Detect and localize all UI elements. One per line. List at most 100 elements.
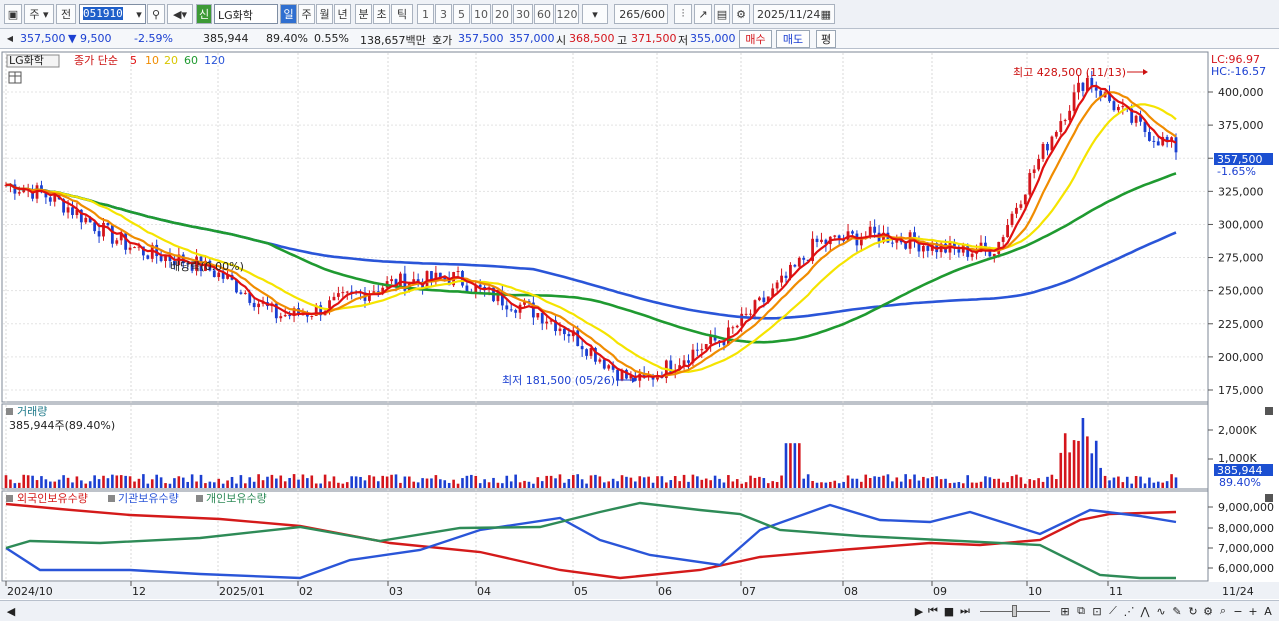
- stock-chart[interactable]: .t { font-family: "DejaVu Sans", sans-se…: [0, 50, 1279, 600]
- font-size-icon[interactable]: A: [1264, 604, 1272, 618]
- interval-60[interactable]: 60: [534, 4, 554, 24]
- prev-button[interactable]: 전: [56, 4, 76, 24]
- volume-bar: [718, 478, 721, 488]
- legend-stock-name[interactable]: LG화학: [9, 54, 44, 67]
- period-second[interactable]: 초: [373, 4, 390, 24]
- volume-title[interactable]: 거래량: [17, 405, 47, 418]
- date-field[interactable]: 2025/11/24 ▦: [753, 4, 835, 24]
- trendline-icon[interactable]: ⟋: [1109, 604, 1117, 617]
- volume-bar: [1063, 433, 1067, 488]
- interval-120[interactable]: 120: [555, 4, 579, 24]
- quote-toggle-icon[interactable]: ◀: [6, 33, 14, 43]
- wave-icon[interactable]: ∿: [1156, 604, 1166, 618]
- fibo-icon[interactable]: ⋰: [1123, 604, 1135, 618]
- stop-icon[interactable]: ■: [943, 604, 955, 618]
- stock-name-field[interactable]: LG화학: [214, 4, 278, 24]
- overlay-icon[interactable]: ⊡: [1092, 604, 1102, 618]
- volume-bar: [554, 478, 557, 488]
- zoom-slider-handle[interactable]: [1012, 605, 1017, 617]
- volume-bar: [1161, 482, 1165, 488]
- count-input[interactable]: 265/600: [614, 4, 668, 24]
- zoom-out-icon[interactable]: −: [1233, 604, 1243, 618]
- zigzag-icon[interactable]: ⋀: [1140, 604, 1150, 618]
- candle-body: [815, 238, 819, 242]
- eval-button[interactable]: 평: [816, 30, 836, 48]
- settings-icon[interactable]: ⚙: [1203, 604, 1213, 618]
- period-minute[interactable]: 분: [355, 4, 372, 24]
- code-dropdown-icon[interactable]: ▾: [136, 7, 142, 21]
- holdings-panel-close-icon[interactable]: [1265, 494, 1273, 502]
- scroll-left-icon[interactable]: ◀: [6, 604, 16, 618]
- calendar-icon[interactable]: ▦: [820, 7, 831, 21]
- interval-5[interactable]: 5: [453, 4, 470, 24]
- sell-order-button[interactable]: 매도: [776, 30, 810, 48]
- period-month[interactable]: 월: [316, 4, 333, 24]
- legend-name-box[interactable]: [6, 54, 60, 68]
- interval-10[interactable]: 10: [471, 4, 491, 24]
- legend-ma10[interactable]: 10: [145, 54, 159, 67]
- interval-1[interactable]: 1: [417, 4, 434, 24]
- copy-icon[interactable]: ⧉: [1077, 604, 1085, 617]
- refresh-icon[interactable]: ↻: [1188, 604, 1198, 618]
- period-day[interactable]: 일: [280, 4, 297, 24]
- volume-bar: [155, 474, 158, 488]
- zoom-search-icon[interactable]: ⌕: [1219, 604, 1227, 617]
- candle-body: [917, 241, 921, 252]
- save-icon[interactable]: ▤: [714, 4, 730, 24]
- legend-institution[interactable]: 기관보유수량: [118, 492, 179, 505]
- period-week[interactable]: 주: [298, 4, 315, 24]
- legend-individual[interactable]: 개인보유수량: [206, 492, 267, 505]
- edit-icon[interactable]: ✎: [1172, 604, 1182, 618]
- volume-bar: [465, 475, 469, 488]
- crosshair-icon[interactable]: ⊞: [1060, 604, 1070, 618]
- volume-bar: [390, 474, 393, 488]
- volume-bar: [111, 474, 114, 488]
- volume-bar: [594, 474, 597, 488]
- zoom-in-icon[interactable]: +: [1248, 604, 1258, 618]
- volume-panel-icon[interactable]: [6, 408, 13, 415]
- volume-bar: [713, 475, 717, 488]
- search-icon[interactable]: ⚲: [147, 4, 165, 24]
- scroll-right-icon[interactable]: ▶: [914, 604, 924, 618]
- legend-foreign[interactable]: 외국인보유수량: [17, 492, 88, 505]
- holdings-panel-icon[interactable]: [6, 495, 13, 502]
- legend-ma5[interactable]: 5: [130, 54, 137, 67]
- volume-bar: [275, 478, 278, 488]
- volume-panel[interactable]: [1, 403, 1209, 490]
- legend-ma20[interactable]: 20: [164, 54, 178, 67]
- window-menu-icon[interactable]: ▣: [4, 4, 22, 24]
- volume-bar: [13, 483, 17, 488]
- candle-body: [811, 238, 814, 262]
- volume-bar: [727, 475, 730, 488]
- interval-3[interactable]: 3: [435, 4, 452, 24]
- interval-20[interactable]: 20: [492, 4, 512, 24]
- settings-gear-icon[interactable]: ⚙: [732, 4, 750, 24]
- volume-bar: [306, 478, 309, 488]
- type-select[interactable]: 주 ▾: [24, 4, 54, 24]
- jump-start-icon[interactable]: ⏮: [928, 604, 938, 617]
- stock-code-input[interactable]: 051910: [79, 4, 146, 24]
- volume-bar: [611, 478, 615, 488]
- volume-bar: [829, 481, 832, 488]
- volume-bar: [71, 482, 74, 488]
- period-year[interactable]: 년: [334, 4, 351, 24]
- holdings-panel[interactable]: [1, 490, 1209, 582]
- candle-body: [332, 296, 336, 301]
- candle-type-icon[interactable]: ⫶: [674, 4, 692, 24]
- low-label: 저: [678, 34, 689, 47]
- volume-bar: [4, 475, 8, 488]
- interval-custom-select[interactable]: ▾: [582, 4, 608, 24]
- jump-end-icon[interactable]: ⏭: [960, 604, 970, 617]
- candle-body: [890, 242, 894, 244]
- legend-ma60[interactable]: 60: [184, 54, 198, 67]
- volume-panel-close-icon[interactable]: [1265, 407, 1273, 415]
- buy-order-button[interactable]: 매수: [739, 30, 772, 48]
- draw-tool-icon[interactable]: ↗: [694, 4, 712, 24]
- legend-ma120[interactable]: 120: [204, 54, 225, 67]
- candle-body: [478, 284, 482, 288]
- period-tick[interactable]: 틱: [391, 4, 413, 24]
- interval-30[interactable]: 30: [513, 4, 533, 24]
- volume-bar: [722, 482, 726, 488]
- volume-select-icon[interactable]: ◀︎▾: [167, 4, 193, 24]
- volume-bar: [57, 479, 61, 488]
